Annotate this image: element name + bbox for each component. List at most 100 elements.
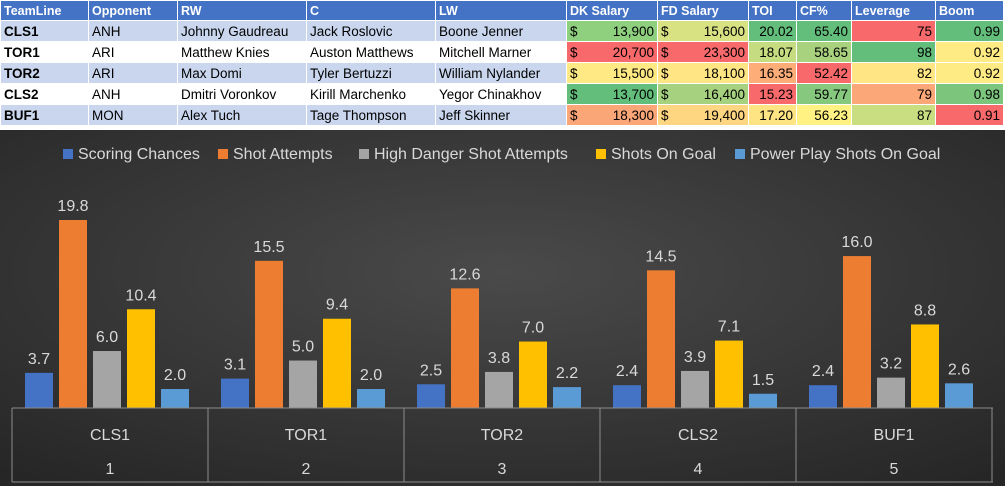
data-label: 2.0 xyxy=(360,367,382,384)
cell-teamline[interactable]: CLS2 xyxy=(0,83,89,105)
cell-boom[interactable]: 0.92 xyxy=(935,41,1004,63)
line-stats-bar-chart: Scoring Chances Shot Attempts High Danger … xyxy=(0,130,1005,486)
cell-toi[interactable]: 17.20 xyxy=(748,104,797,126)
data-label: 3.1 xyxy=(224,357,246,374)
cell-leverage[interactable]: 82 xyxy=(851,62,936,84)
cell-rw[interactable]: Max Domi xyxy=(177,62,307,84)
cell-lw[interactable]: Jeff Skinner xyxy=(435,104,567,126)
cell-dk[interactable]: $20,700 xyxy=(566,41,658,63)
cell-boom[interactable]: 0.98 xyxy=(935,83,1004,105)
data-label: 6.0 xyxy=(96,329,118,346)
legend-swatch xyxy=(359,149,369,159)
header-teamline[interactable]: TeamLine xyxy=(0,0,89,21)
cell-dk[interactable]: $15,500 xyxy=(566,62,658,84)
cell-rw[interactable]: Alex Tuch xyxy=(177,104,307,126)
cell-toi[interactable]: 18.07 xyxy=(748,41,797,63)
header-toi[interactable]: TOI xyxy=(748,0,797,21)
header-lw[interactable]: LW xyxy=(435,0,567,21)
cell-cf[interactable]: 65.40 xyxy=(796,20,852,42)
cell-value: 15,600 xyxy=(703,23,745,39)
header-fd-salary[interactable]: FD Salary xyxy=(657,0,749,21)
currency-symbol: $ xyxy=(570,65,578,81)
header-c[interactable]: C xyxy=(306,0,436,21)
header-dk-salary[interactable]: DK Salary xyxy=(566,0,658,21)
cell-dk[interactable]: $13,900 xyxy=(566,20,658,42)
cell-teamline[interactable]: TOR1 xyxy=(0,41,89,63)
cell-fd[interactable]: $15,600 xyxy=(657,20,749,42)
cell-opponent[interactable]: ARI xyxy=(88,41,178,63)
cell-lw[interactable]: Boone Jenner xyxy=(435,20,567,42)
cell-c[interactable]: Tage Thompson xyxy=(306,104,436,126)
bar-high-danger-shot-attempts xyxy=(289,360,317,408)
cell-rw[interactable]: Dmitri Voronkov xyxy=(177,83,307,105)
cell-c[interactable]: Kirill Marchenko xyxy=(306,83,436,105)
bar-scoring-chances xyxy=(613,385,641,408)
cell-dk[interactable]: $18,300 xyxy=(566,104,658,126)
cell-dk[interactable]: $13,700 xyxy=(566,83,658,105)
cell-fd[interactable]: $23,300 xyxy=(657,41,749,63)
header-opponent[interactable]: Opponent xyxy=(88,0,178,21)
cell-toi[interactable]: 20.02 xyxy=(748,20,797,42)
cell-lw[interactable]: William Nylander xyxy=(435,62,567,84)
bar-high-danger-shot-attempts xyxy=(681,370,709,408)
legend-label: Power Play Shots On Goal xyxy=(750,146,940,163)
legend-label: Shots On Goal xyxy=(611,146,716,163)
data-label: 7.1 xyxy=(718,319,740,336)
table-row: CLS2 ANH Dmitri Voronkov Kirill Marchenko Ye… xyxy=(0,83,1004,105)
currency-symbol: $ xyxy=(570,44,578,60)
bar-scoring-chances xyxy=(25,372,53,408)
cell-opponent[interactable]: MON xyxy=(88,104,178,126)
cell-opponent[interactable]: ANH xyxy=(88,83,178,105)
cell-boom[interactable]: 0.91 xyxy=(935,104,1004,126)
legend-label: High Danger Shot Attempts xyxy=(374,146,568,163)
cell-leverage[interactable]: 79 xyxy=(851,83,936,105)
cell-rw[interactable]: Matthew Knies xyxy=(177,41,307,63)
cell-fd[interactable]: $19,400 xyxy=(657,104,749,126)
cell-toi[interactable]: 16.35 xyxy=(748,62,797,84)
cell-fd[interactable]: $18,100 xyxy=(657,62,749,84)
cell-c[interactable]: Auston Matthews xyxy=(306,41,436,63)
cell-boom[interactable]: 0.99 xyxy=(935,20,1004,42)
bar-scoring-chances xyxy=(221,378,249,408)
cell-lw[interactable]: Yegor Chinakhov xyxy=(435,83,567,105)
cell-teamline[interactable]: CLS1 xyxy=(0,20,89,42)
cell-teamline[interactable]: BUF1 xyxy=(0,104,89,126)
cell-cf[interactable]: 59.77 xyxy=(796,83,852,105)
cell-cf[interactable]: 58.65 xyxy=(796,41,852,63)
header-boom[interactable]: Boom xyxy=(935,0,1004,21)
header-cf-pct[interactable]: CF% xyxy=(796,0,852,21)
cell-cf[interactable]: 56.23 xyxy=(796,104,852,126)
cell-c[interactable]: Jack Roslovic xyxy=(306,20,436,42)
header-leverage[interactable]: Leverage xyxy=(851,0,936,21)
currency-symbol: $ xyxy=(570,107,578,123)
table-row: CLS1 ANH Johnny Gaudreau Jack Roslovic Boone… xyxy=(0,20,1004,42)
legend-swatch xyxy=(63,149,73,159)
cell-opponent[interactable]: ARI xyxy=(88,62,178,84)
lines-table: TeamLine Opponent RW C LW DK Salary FD S… xyxy=(0,0,1005,127)
cell-c[interactable]: Tyler Bertuzzi xyxy=(306,62,436,84)
cell-leverage[interactable]: 98 xyxy=(851,41,936,63)
data-label: 3.2 xyxy=(880,356,902,373)
cell-cf[interactable]: 52.42 xyxy=(796,62,852,84)
bar-power-play-shots-on-goal xyxy=(749,393,777,408)
data-label: 3.9 xyxy=(684,349,706,366)
cell-boom[interactable]: 0.92 xyxy=(935,62,1004,84)
data-label: 2.4 xyxy=(812,363,834,380)
cell-lw[interactable]: Mitchell Marner xyxy=(435,41,567,63)
currency-symbol: $ xyxy=(570,86,578,102)
data-label: 1.5 xyxy=(752,372,774,389)
category-label: TOR1 xyxy=(285,427,327,444)
cell-leverage[interactable]: 75 xyxy=(851,20,936,42)
cell-teamline[interactable]: TOR2 xyxy=(0,62,89,84)
data-label: 2.2 xyxy=(556,365,578,382)
header-rw[interactable]: RW xyxy=(177,0,307,21)
category-number: 2 xyxy=(302,461,311,478)
cell-fd[interactable]: $16,400 xyxy=(657,83,749,105)
category-number: 4 xyxy=(694,461,703,478)
cell-toi[interactable]: 15.23 xyxy=(748,83,797,105)
cell-value: 19,400 xyxy=(703,107,745,123)
cell-opponent[interactable]: ANH xyxy=(88,20,178,42)
currency-symbol: $ xyxy=(661,107,669,123)
cell-leverage[interactable]: 87 xyxy=(851,104,936,126)
cell-rw[interactable]: Johnny Gaudreau xyxy=(177,20,307,42)
